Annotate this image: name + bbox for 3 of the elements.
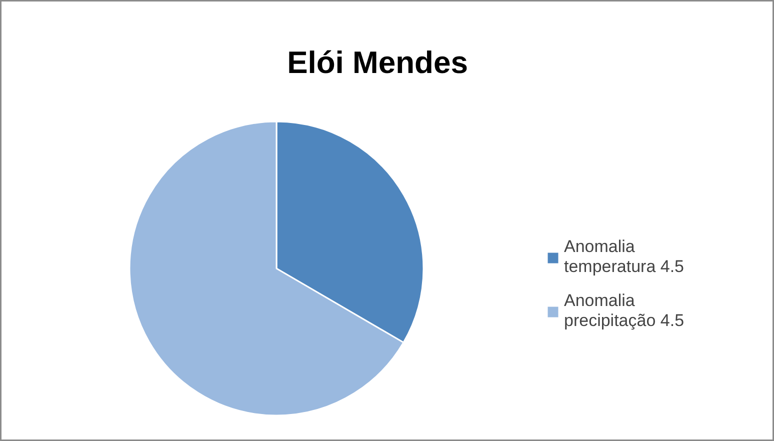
legend-label: Anomalia precipitação 4.5	[564, 291, 684, 331]
legend-label: Anomalia temperatura 4.5	[564, 237, 684, 277]
chart-title: Elói Mendes	[287, 45, 468, 80]
